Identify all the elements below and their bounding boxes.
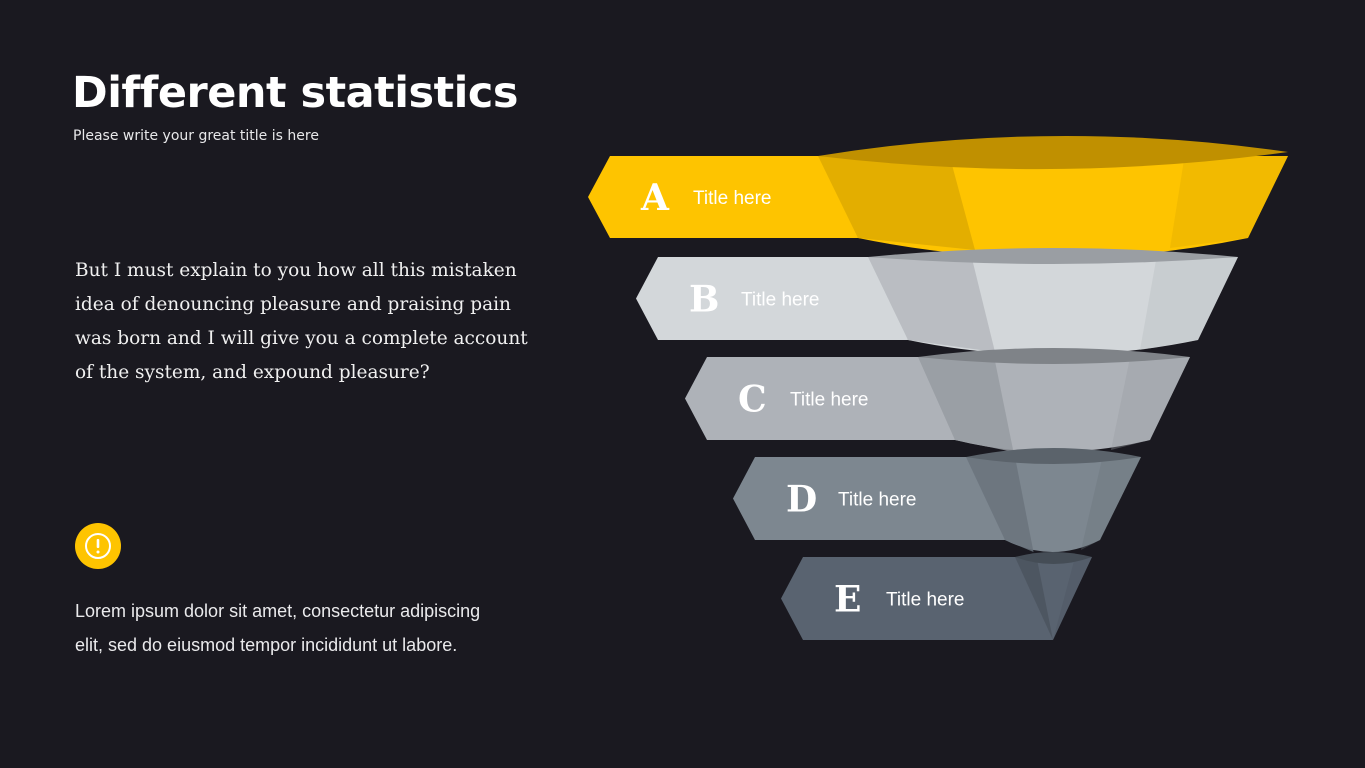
level-title: Title here — [693, 188, 772, 209]
banner-b — [636, 257, 908, 340]
funnel-segment-cap — [868, 248, 1238, 264]
funnel-level-b[interactable]: B Title here — [636, 248, 1238, 355]
level-letter: E — [834, 579, 861, 621]
level-title: Title here — [838, 490, 917, 511]
body-paragraph: But I must explain to you how all this m… — [75, 260, 528, 383]
funnel-segment-highlight — [1111, 357, 1190, 450]
page-subtitle: Please write your great title is here — [73, 128, 319, 144]
level-title: Title here — [790, 390, 869, 411]
level-letter: C — [738, 379, 767, 421]
funnel-level-e[interactable]: E Title here — [781, 552, 1092, 640]
level-title: Title here — [886, 590, 965, 611]
funnel-segment-highlight — [1140, 257, 1238, 350]
funnel-segment-highlight — [1170, 156, 1288, 248]
banner-d — [733, 457, 1005, 540]
funnel-segment-shade — [966, 457, 1034, 552]
funnel-segment-shade — [818, 156, 975, 250]
funnel-segment-cap — [918, 348, 1190, 364]
funnel-segment-cap — [966, 448, 1141, 464]
level-title: Title here — [741, 290, 820, 311]
funnel-segment-cap — [818, 135, 1288, 170]
funnel-level-d[interactable]: D Title here — [733, 448, 1141, 552]
page-title: Different statistics — [72, 68, 518, 118]
banner-a — [588, 156, 858, 238]
funnel-level-c[interactable]: C Title here — [685, 348, 1190, 452]
banner-c — [685, 357, 955, 440]
note-text: Lorem ipsum dolor sit amet, consectetur … — [75, 601, 481, 655]
banner-e — [781, 557, 1053, 640]
funnel-segment-shade — [1015, 557, 1053, 640]
funnel-segment-shade — [868, 257, 995, 352]
level-letter: B — [689, 279, 719, 321]
funnel-segment-shade — [918, 357, 1014, 452]
level-letter: D — [786, 479, 817, 521]
funnel-segment-cap — [1015, 552, 1092, 564]
funnel-segment-highlight — [1053, 557, 1092, 640]
exclamation-circle-icon — [75, 523, 121, 569]
funnel-segment-highlight — [1081, 457, 1141, 550]
funnel-level-a[interactable]: A Title here — [588, 135, 1288, 258]
level-letter: A — [640, 177, 670, 219]
